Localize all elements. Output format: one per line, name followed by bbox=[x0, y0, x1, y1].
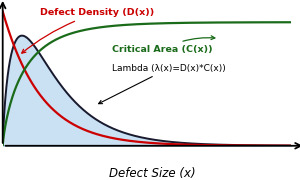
Text: Defect Density (D(x)): Defect Density (D(x)) bbox=[22, 8, 154, 53]
Text: Defect Size (x): Defect Size (x) bbox=[110, 167, 196, 180]
Text: Lambda (λ(x)=D(x)*C(x)): Lambda (λ(x)=D(x)*C(x)) bbox=[99, 64, 226, 104]
Text: Critical Area (C(x)): Critical Area (C(x)) bbox=[112, 36, 215, 54]
